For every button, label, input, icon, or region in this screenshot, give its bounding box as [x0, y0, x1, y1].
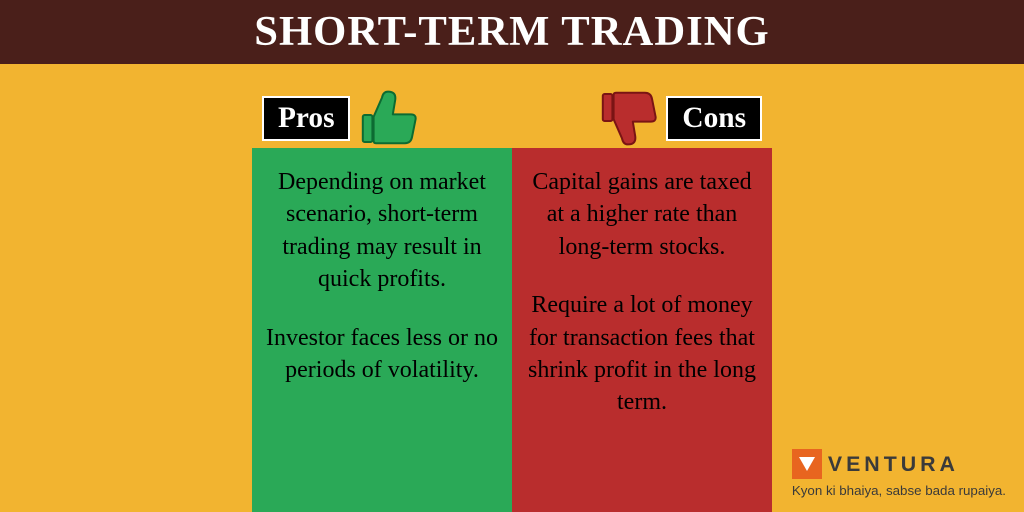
logo-wordmark: VENTURA [828, 452, 959, 477]
brand-tagline: Kyon ki bhaiya, sabse bada rupaiya. [792, 483, 1006, 498]
pros-column: Depending on market scenario, short-term… [252, 148, 512, 512]
pros-text-2: Investor faces less or no periods of vol… [266, 322, 498, 387]
thumbs-down-icon [598, 88, 658, 148]
infographic-root: SHORT-TERM TRADING Depending on market s… [0, 0, 1024, 512]
page-title: SHORT-TERM TRADING [0, 0, 1024, 64]
cons-text-2: Require a lot of money for transaction f… [526, 289, 758, 419]
thumbs-up-icon [358, 88, 418, 148]
comparison-table: Depending on market scenario, short-term… [252, 148, 772, 512]
cons-text-1: Capital gains are taxed at a higher rate… [526, 166, 758, 263]
logo-mark-icon [792, 449, 822, 479]
cons-label: Cons [666, 96, 762, 141]
pros-text-1: Depending on market scenario, short-term… [266, 166, 498, 296]
label-row: Pros Cons [262, 88, 762, 148]
logo-row: VENTURA [792, 449, 959, 479]
pros-label: Pros [262, 96, 350, 141]
cons-label-group: Cons [598, 88, 762, 148]
brand-logo: VENTURA Kyon ki bhaiya, sabse bada rupai… [792, 449, 1006, 498]
cons-column: Capital gains are taxed at a higher rate… [512, 148, 772, 512]
pros-label-group: Pros [262, 88, 418, 148]
